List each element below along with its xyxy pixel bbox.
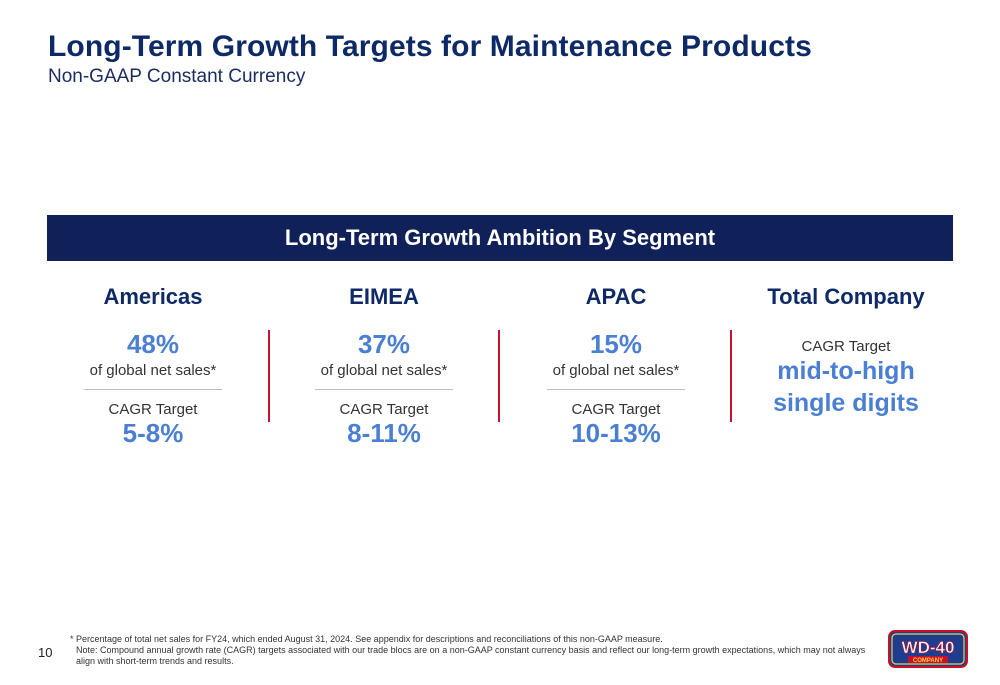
segment-eimea: EIMEA 37% of global net sales* CAGR Targ… (294, 284, 474, 448)
segment-share: 48% (126, 329, 180, 359)
segment-name: APAC (585, 284, 647, 309)
segment-share: 15% (589, 329, 643, 359)
segment-share-label: of global net sales* (89, 362, 217, 379)
segment-name: Total Company (767, 284, 925, 309)
segment-cagr-label: CAGR Target (108, 401, 198, 418)
segment-cagr-label: CAGR Target (571, 401, 661, 418)
segment-name: Americas (103, 284, 203, 309)
wd40-company-logo: WD-40 COMPANY (888, 630, 968, 668)
logo-subtext: COMPANY (913, 658, 943, 664)
segment-apac: APAC 15% of global net sales* CAGR Targe… (526, 284, 706, 448)
segment-share-label: of global net sales* (320, 362, 448, 379)
segment-cagr-value: 8-11% (347, 418, 421, 448)
footnote-note: Note: Compound annual growth rate (CAGR)… (76, 645, 866, 666)
segment-cagr-value: 10-13% (571, 418, 661, 448)
column-divider (730, 330, 732, 422)
total-cagr-value-line1: mid-to-high (777, 357, 915, 385)
segment-share: 37% (357, 329, 411, 359)
segment-divider-line (315, 389, 453, 390)
segment-americas: Americas 48% of global net sales* CAGR T… (63, 284, 243, 448)
segment-cagr-value: 5-8% (122, 418, 184, 448)
total-cagr-value-line2: single digits (773, 389, 919, 417)
footnote-asterisk: * Percentage of total net sales for FY24… (70, 634, 663, 644)
footnotes: * Percentage of total net sales for FY24… (70, 634, 870, 667)
segment-banner: Long-Term Growth Ambition By Segment (47, 215, 953, 261)
segment-divider-line (84, 389, 222, 390)
page-number: 10 (38, 645, 53, 660)
column-divider (498, 330, 500, 422)
segment-share-label: of global net sales* (552, 362, 680, 379)
page-subtitle: Non-GAAP Constant Currency (48, 66, 306, 87)
segment-name: EIMEA (349, 284, 419, 309)
page-title: Long-Term Growth Targets for Maintenance… (48, 30, 812, 63)
segment-cagr-label: CAGR Target (339, 401, 429, 418)
column-divider (268, 330, 270, 422)
segment-total-company: Total Company CAGR Target mid-to-high si… (742, 284, 950, 419)
logo-text: WD-40 (902, 638, 955, 657)
total-cagr-label: CAGR Target (801, 338, 891, 355)
segment-divider-line (547, 389, 685, 390)
